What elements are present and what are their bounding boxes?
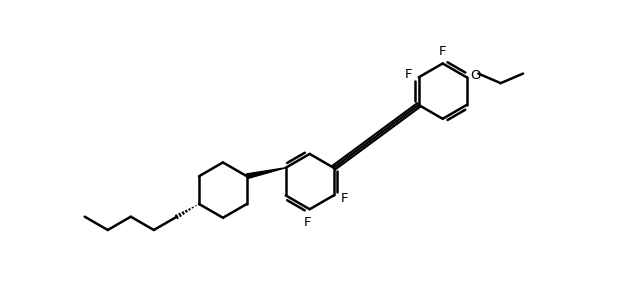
Polygon shape (246, 168, 286, 178)
Text: F: F (303, 216, 311, 229)
Text: F: F (404, 68, 412, 81)
Text: F: F (439, 45, 447, 58)
Text: F: F (341, 192, 348, 205)
Text: O: O (471, 69, 481, 82)
